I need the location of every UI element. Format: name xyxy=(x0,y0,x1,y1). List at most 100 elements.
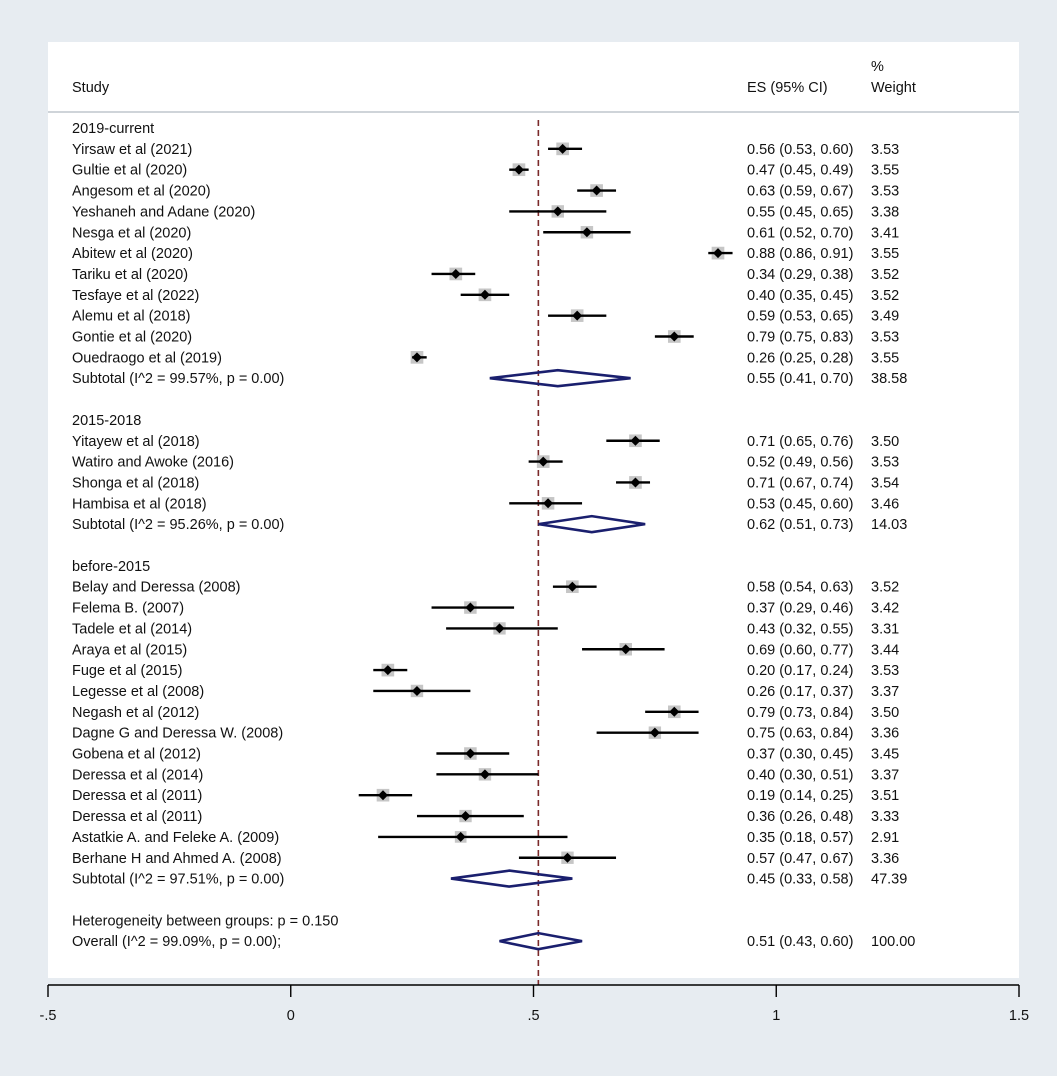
study-es-text: 0.55 (0.45, 0.65) xyxy=(747,204,853,220)
study-label: Deressa et al (2011) xyxy=(72,788,202,804)
study-es-text: 0.47 (0.45, 0.49) xyxy=(747,163,853,179)
study-es-text: 0.63 (0.59, 0.67) xyxy=(747,184,853,200)
point-estimate xyxy=(669,331,680,342)
overall-label: Overall (I^2 = 99.09%, p = 0.00); xyxy=(72,934,281,950)
study-es-text: 0.75 (0.63, 0.84) xyxy=(747,726,853,742)
subtotal-label: Subtotal (I^2 = 95.26%, p = 0.00) xyxy=(72,517,284,533)
subtotal-weight: 14.03 xyxy=(871,517,907,533)
study-weight: 3.33 xyxy=(871,809,899,825)
study-weight: 3.53 xyxy=(871,184,899,200)
x-tick-label: 1 xyxy=(772,1008,780,1024)
study-es-text: 0.69 (0.60, 0.77) xyxy=(747,642,853,658)
point-estimate xyxy=(513,164,524,175)
study-weight: 3.45 xyxy=(871,747,899,763)
study-weight: 3.49 xyxy=(871,309,899,325)
subtotal-diamond xyxy=(489,368,631,388)
study-weight: 3.52 xyxy=(871,267,899,283)
study-weight: 3.41 xyxy=(871,225,899,241)
overall-es-text: 0.51 (0.43, 0.60) xyxy=(747,934,853,950)
point-estimate xyxy=(572,310,583,321)
study-label: Felema B. (2007) xyxy=(72,601,184,617)
point-estimate xyxy=(620,644,631,655)
group-label: 2015-2018 xyxy=(72,413,141,429)
study-es-text: 0.40 (0.35, 0.45) xyxy=(747,288,853,304)
study-label: Angesom et al (2020) xyxy=(72,184,211,200)
point-estimate xyxy=(669,706,680,717)
overall-weight: 100.00 xyxy=(871,934,915,950)
point-estimate xyxy=(465,602,476,613)
subtotal-es-text: 0.62 (0.51, 0.73) xyxy=(747,517,853,533)
study-label: Watiro and Awoke (2016) xyxy=(72,455,234,471)
study-label: Alemu et al (2018) xyxy=(72,309,190,325)
point-estimate xyxy=(411,352,422,363)
point-estimate xyxy=(382,665,393,676)
x-tick-label: 1.5 xyxy=(1009,1008,1029,1024)
subtotal-diamond xyxy=(450,869,573,888)
study-label: Dagne G and Deressa W. (2008) xyxy=(72,726,283,742)
study-weight: 3.52 xyxy=(871,580,899,596)
study-label: Tariku et al (2020) xyxy=(72,267,188,283)
study-label: Abitew et al (2020) xyxy=(72,246,193,262)
study-weight: 3.46 xyxy=(871,496,899,512)
study-es-text: 0.71 (0.67, 0.74) xyxy=(747,475,853,491)
study-label: Negash et al (2012) xyxy=(72,705,199,721)
study-es-text: 0.34 (0.29, 0.38) xyxy=(747,267,853,283)
subtotal-label: Subtotal (I^2 = 99.57%, p = 0.00) xyxy=(72,371,284,387)
study-label: Ouedraogo et al (2019) xyxy=(72,350,222,366)
study-label: Tesfaye et al (2022) xyxy=(72,288,199,304)
study-label: Yeshaneh and Adane (2020) xyxy=(72,204,255,220)
study-weight: 3.38 xyxy=(871,204,899,220)
study-es-text: 0.26 (0.25, 0.28) xyxy=(747,350,853,366)
study-es-text: 0.53 (0.45, 0.60) xyxy=(747,496,853,512)
point-estimate xyxy=(581,227,592,238)
study-label: Gultie et al (2020) xyxy=(72,163,187,179)
study-weight: 3.55 xyxy=(871,163,899,179)
study-es-text: 0.36 (0.26, 0.48) xyxy=(747,809,853,825)
study-es-text: 0.57 (0.47, 0.67) xyxy=(747,851,853,867)
study-weight: 3.44 xyxy=(871,642,899,658)
weight-header-percent: % xyxy=(871,59,884,75)
weight-header: Weight xyxy=(871,80,916,96)
point-estimate xyxy=(377,790,388,801)
point-estimate xyxy=(630,477,641,488)
point-estimate xyxy=(465,748,476,759)
point-estimate xyxy=(494,623,505,634)
study-es-text: 0.79 (0.75, 0.83) xyxy=(747,330,853,346)
study-label: Hambisa et al (2018) xyxy=(72,496,207,512)
point-estimate xyxy=(567,581,578,592)
heterogeneity-label: Heterogeneity between groups: p = 0.150 xyxy=(72,913,338,929)
point-estimate xyxy=(630,435,641,446)
study-weight: 3.52 xyxy=(871,288,899,304)
group-label: 2019-current xyxy=(72,121,154,137)
study-label: Yirsaw et al (2021) xyxy=(72,142,192,158)
study-label: Araya et al (2015) xyxy=(72,642,187,658)
study-weight: 3.50 xyxy=(871,705,899,721)
study-es-text: 0.37 (0.29, 0.46) xyxy=(747,601,853,617)
study-weight: 3.55 xyxy=(871,246,899,262)
point-estimate xyxy=(543,498,554,509)
study-es-text: 0.58 (0.54, 0.63) xyxy=(747,580,853,596)
plot-panel xyxy=(48,42,1019,978)
study-weight: 2.91 xyxy=(871,830,899,846)
study-es-text: 0.88 (0.86, 0.91) xyxy=(747,246,853,262)
study-weight: 3.50 xyxy=(871,434,899,450)
study-weight: 3.53 xyxy=(871,663,899,679)
point-estimate xyxy=(411,685,422,696)
study-label: Tadele et al (2014) xyxy=(72,621,192,637)
study-weight: 3.53 xyxy=(871,455,899,471)
study-header: Study xyxy=(72,80,110,96)
point-estimate xyxy=(591,185,602,196)
x-tick-label: -.5 xyxy=(40,1008,57,1024)
point-estimate xyxy=(649,727,660,738)
study-es-text: 0.19 (0.14, 0.25) xyxy=(747,788,853,804)
study-weight: 3.31 xyxy=(871,621,899,637)
study-label: Berhane H and Ahmed A. (2008) xyxy=(72,851,282,867)
study-weight: 3.42 xyxy=(871,601,899,617)
study-label: Fuge et al (2015) xyxy=(72,663,182,679)
study-es-text: 0.79 (0.73, 0.84) xyxy=(747,705,853,721)
study-weight: 3.53 xyxy=(871,330,899,346)
study-es-text: 0.52 (0.49, 0.56) xyxy=(747,455,853,471)
subtotal-diamond xyxy=(538,514,646,534)
